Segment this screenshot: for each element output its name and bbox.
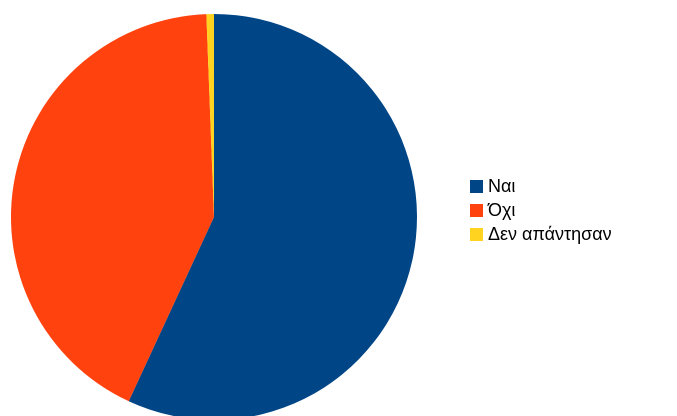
legend-label: Δεν απάντησαν xyxy=(488,223,612,244)
legend-item: Όχι xyxy=(470,198,612,222)
legend-swatch xyxy=(470,227,483,241)
legend-label: Ναι xyxy=(488,175,516,196)
pie-slice-3 xyxy=(206,13,214,217)
pie-slice-1 xyxy=(128,14,417,416)
legend-label: Όχι xyxy=(488,199,516,220)
pie-slice-2 xyxy=(10,14,214,402)
legend: Ναι Όχι Δεν απάντησαν xyxy=(470,174,612,246)
legend-swatch xyxy=(470,179,483,193)
legend-item: Ναι xyxy=(470,174,612,198)
legend-swatch xyxy=(470,203,483,217)
legend-item: Δεν απάντησαν xyxy=(470,222,612,246)
